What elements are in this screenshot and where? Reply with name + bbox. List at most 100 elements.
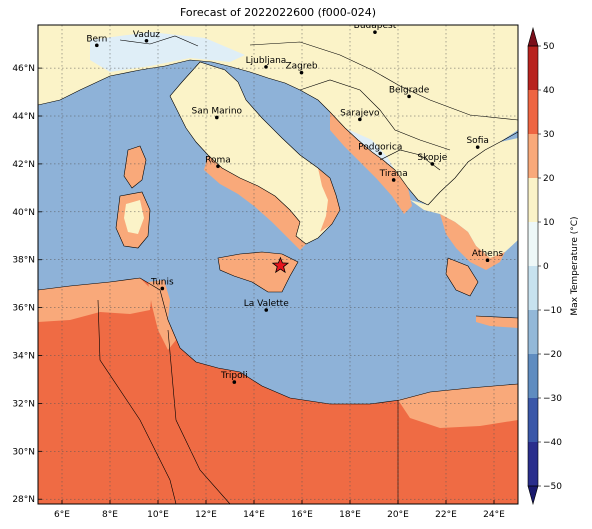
- city-label: Skopje: [417, 153, 447, 163]
- lat-tick-label: 42°N: [12, 160, 35, 170]
- colorbar-tick-label: 0: [543, 262, 549, 272]
- land-italy-coast-south: [318, 168, 340, 232]
- city-label: Tunis: [150, 277, 174, 287]
- colorbar-tick-label: 30: [543, 130, 555, 140]
- colorbar-extend-low: [527, 485, 539, 506]
- colorbar-band: [528, 310, 538, 354]
- land-greece-coast: [440, 214, 505, 270]
- land-sardinia-inner: [124, 200, 144, 234]
- colorbar-tick-label: −30: [543, 394, 562, 404]
- lat-tick-label: 30°N: [12, 447, 35, 457]
- city-dot: [378, 151, 383, 156]
- land-italy-coast-west: [204, 155, 306, 250]
- graticule: [38, 25, 518, 504]
- city-dot: [485, 258, 490, 262]
- city-dot: [391, 178, 396, 182]
- lon-tick-label: 22°E: [435, 510, 457, 520]
- city-dot: [215, 115, 219, 120]
- lat-tick-label: 34°N: [12, 352, 35, 362]
- lat-tick-label: 46°N: [12, 64, 35, 74]
- colorbar-band: [528, 354, 538, 398]
- colorbar-tick-label: 10: [543, 218, 555, 228]
- colorbar-label: Max Temperature (°C): [570, 216, 580, 315]
- colorbar-tick-label: 50: [543, 42, 555, 52]
- city-label: Roma: [205, 155, 231, 165]
- city-label: Bern: [86, 34, 107, 44]
- city-label: Podgorica: [358, 142, 402, 152]
- lon-tick-label: 8°E: [102, 510, 118, 520]
- city-dot: [358, 117, 362, 122]
- land-sicily: [218, 252, 298, 292]
- colorbar-band: [528, 46, 538, 90]
- city-label: Athens: [472, 249, 503, 259]
- land-italy: [170, 62, 340, 244]
- land-egypt-coast: [398, 384, 518, 428]
- lat-tick-label: 28°N: [12, 495, 35, 505]
- colorbar-tick-label: −50: [543, 482, 562, 492]
- city-label: San Marino: [192, 106, 243, 116]
- colorbar-band: [528, 398, 538, 442]
- city-label: Zagreb: [285, 62, 317, 72]
- city-label: Vaduz: [133, 30, 160, 40]
- city-dot: [95, 43, 99, 48]
- land-corsica: [124, 146, 146, 188]
- city-label: Belgrade: [389, 85, 430, 95]
- colorbar-tick-label: −40: [543, 438, 562, 448]
- city-dot: [160, 286, 165, 291]
- colorbar-tick-label: 20: [543, 174, 555, 184]
- lon-tick-label: 20°E: [387, 510, 409, 520]
- city-label: Tripoli: [220, 371, 248, 381]
- city-dot: [264, 65, 268, 69]
- land-tunisia-coast: [148, 280, 176, 350]
- land-crete: [476, 316, 518, 328]
- lat-tick-label: 32°N: [12, 399, 35, 409]
- lon-tick-label: 16°E: [291, 510, 313, 520]
- city-label: La Valette: [244, 299, 289, 309]
- lat-tick-label: 38°N: [12, 256, 35, 266]
- land-greece: [410, 138, 518, 258]
- lon-tick-label: 18°E: [339, 510, 361, 520]
- country-borders: [38, 35, 518, 504]
- colorbar-tick-label: −20: [543, 350, 562, 360]
- colorbar-band: [528, 266, 538, 310]
- city-label: Sofia: [466, 136, 488, 146]
- city-dot: [373, 30, 377, 34]
- city-label: Budapest: [354, 21, 397, 31]
- lat-tick-label: 44°N: [12, 112, 35, 122]
- colorbar-tick-label: −10: [543, 306, 562, 316]
- land-balkan-coast: [330, 112, 412, 214]
- lon-tick-label: 14°E: [243, 510, 265, 520]
- latitude-axis: 28°N 30°N 32°N 34°N 36°N 38°N 40°N 42°N 44°N 46°N: [12, 64, 42, 505]
- colorbar-band: [528, 442, 538, 486]
- city-label: Ljubljana: [246, 56, 287, 66]
- colorbar: −50 −40 −30 −20 −10 0 10 20 30 40 50: [527, 26, 562, 506]
- city-label: Sarajevo: [340, 108, 380, 118]
- land-africa-coast-mild: [38, 278, 152, 322]
- colorbar-band: [528, 222, 538, 266]
- star-marker-icon: [271, 256, 290, 274]
- city-dot: [407, 94, 411, 99]
- city-dot: [216, 164, 220, 169]
- colorbar-extend-high: [527, 26, 539, 47]
- lon-tick-label: 10°E: [147, 510, 169, 520]
- colorbar-band: [528, 134, 538, 178]
- city-label: Tirana: [379, 169, 408, 179]
- city-dot: [430, 162, 435, 166]
- lon-tick-label: 12°E: [195, 510, 217, 520]
- colorbar-tick-label: 40: [543, 86, 555, 96]
- city-dot: [299, 70, 304, 75]
- colorbar-band: [528, 90, 538, 134]
- lon-tick-label: 24°E: [483, 510, 505, 520]
- lon-tick-label: 6°E: [54, 510, 70, 520]
- longitude-axis: 6°E 8°E 10°E 12°E 14°E 16°E 18°E 20°E 22°E 24°E: [54, 500, 505, 520]
- city-dot: [144, 39, 149, 43]
- city-dot: [264, 308, 269, 312]
- map-title: Forecast of 2022022600 (f000-024): [179, 6, 377, 19]
- lat-tick-label: 36°N: [12, 304, 35, 314]
- city-dot: [475, 145, 480, 149]
- colorbar-band: [528, 178, 538, 222]
- lat-tick-label: 40°N: [12, 208, 35, 218]
